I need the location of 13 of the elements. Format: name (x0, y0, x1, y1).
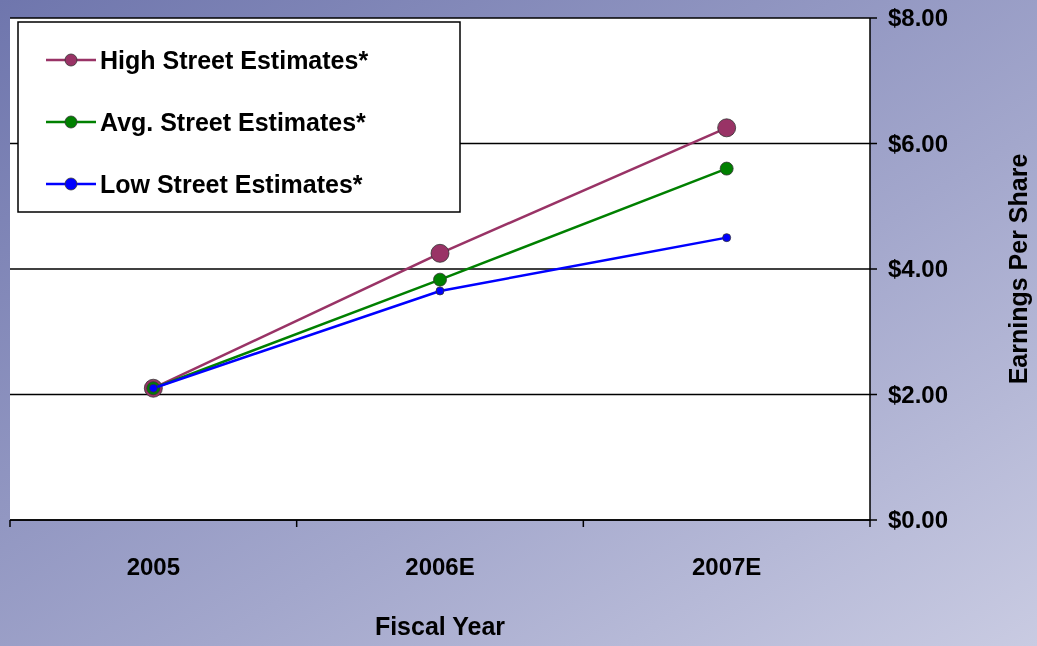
y-tick-label: $4.00 (888, 255, 949, 283)
y-tick-label: $8.00 (888, 4, 949, 32)
legend-label: Low Street Estimates* (100, 169, 363, 198)
y-tick-label: $2.00 (888, 380, 949, 408)
legend-label: Avg. Street Estimates* (100, 107, 367, 136)
x-axis-title: Fiscal Year (374, 612, 506, 640)
x-tick-label: 2007E (691, 553, 762, 580)
y-tick-label: $6.00 (888, 129, 949, 157)
x-tick-label: 2006E (405, 553, 475, 580)
x-tick-label: 2005 (126, 553, 181, 580)
legend-label: High Street Estimates* (100, 45, 369, 74)
y-tick-label: $0.00 (888, 506, 949, 534)
y-axis-title: Earnings Per Share (1004, 153, 1032, 385)
